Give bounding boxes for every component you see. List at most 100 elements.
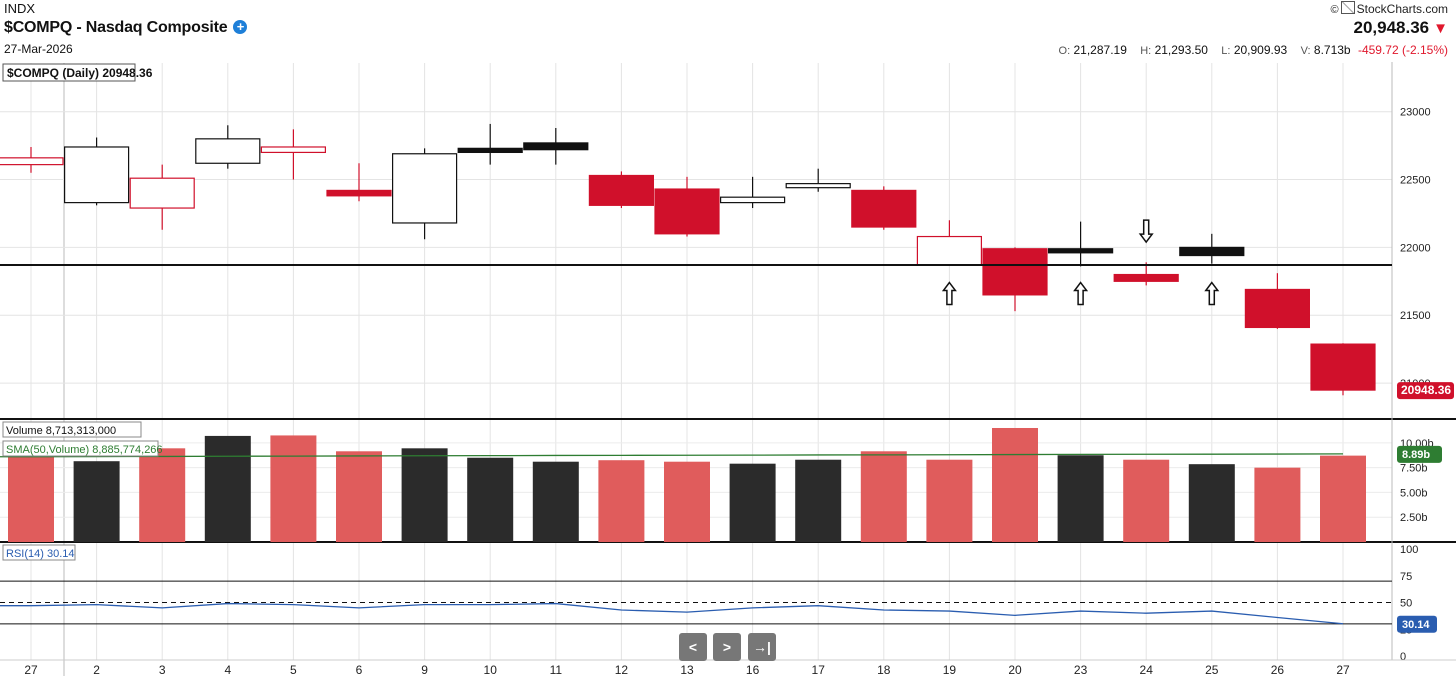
candle-body xyxy=(654,188,720,235)
candle-body xyxy=(916,235,983,266)
candle-body xyxy=(851,189,917,228)
change-value: -459.72 (-2.15%) xyxy=(1357,43,1448,57)
scroll-right-button[interactable]: > xyxy=(713,633,741,661)
price-legend: $COMPQ (Daily) 20948.36 xyxy=(7,66,153,80)
candle-body xyxy=(719,196,786,204)
sma-value-tag xyxy=(1397,445,1442,463)
add-plus-icon[interactable]: + xyxy=(233,20,248,34)
volume-value: 8.713b xyxy=(1313,43,1351,57)
up-arrow-icon xyxy=(1204,281,1220,306)
x-tick-label: 4 xyxy=(224,663,231,677)
volume-bar xyxy=(8,456,54,542)
ohlc-readout: O: 21,287.19 H: 21,293.50 L: 20,909.93 V… xyxy=(1049,43,1448,57)
volume-bar xyxy=(336,451,382,542)
volume-bar xyxy=(401,448,448,542)
candle-body xyxy=(1113,273,1179,282)
candle-body xyxy=(129,177,195,209)
x-tick-label: 18 xyxy=(877,663,891,677)
high-label: H: xyxy=(1140,45,1152,57)
candle-body xyxy=(326,189,392,197)
x-tick-label: 13 xyxy=(680,663,694,677)
chart-header: INDX $COMPQ - Nasdaq Composite + 27-Mar-2… xyxy=(0,0,1456,62)
candle-body xyxy=(1244,288,1311,329)
sma-legend: SMA(50,Volume) 8,885,774,266 xyxy=(6,444,163,456)
sma-value-tag-label: 8.89b xyxy=(1402,449,1430,461)
candle-body xyxy=(982,248,1048,296)
candle-body xyxy=(1179,246,1245,257)
price-tick-label: 22000 xyxy=(1400,242,1431,254)
volume-tick-label: 2.50b xyxy=(1400,512,1428,524)
volume-legend-box xyxy=(2,421,142,438)
last-price-value: 20,948.36 xyxy=(1353,18,1430,37)
symbol-title: $COMPQ - Nasdaq Composite + xyxy=(4,19,248,37)
volume-bar xyxy=(532,461,579,542)
x-tick-label: 25 xyxy=(1205,663,1219,677)
volume-bar xyxy=(1254,467,1301,542)
exchange-label: INDX xyxy=(4,1,36,16)
x-tick-label: 27 xyxy=(1336,663,1350,677)
volume-bar xyxy=(1123,459,1170,542)
x-tick-label: 2 xyxy=(93,663,100,677)
x-tick-label: 23 xyxy=(1074,663,1088,677)
volume-bar xyxy=(926,459,973,542)
rsi-legend: RSI(14) 30.14 xyxy=(6,548,74,560)
volume-tick-label: 5.00b xyxy=(1400,487,1428,499)
volume-bar xyxy=(992,427,1038,542)
last-price-tag xyxy=(1397,382,1454,400)
open-value: 21,287.19 xyxy=(1073,43,1127,57)
volume-legend: Volume 8,713,313,000 xyxy=(6,425,116,437)
chart-date: 27-Mar-2026 xyxy=(4,42,73,56)
rsi-line xyxy=(0,602,1344,625)
last-price-tag-label: 20948.36 xyxy=(1401,383,1451,397)
chart-canvas[interactable]: 230002250022000215002100010.00b7.50b5.00… xyxy=(0,62,1456,679)
down-arrow-icon xyxy=(1138,219,1154,244)
open-label: O: xyxy=(1058,45,1071,57)
x-tick-label: 20 xyxy=(1008,663,1022,677)
brand-logo-icon xyxy=(1340,1,1355,14)
candle-body xyxy=(0,157,64,166)
x-tick-label: 27 xyxy=(24,663,38,677)
volume-tick-label: 7.50b xyxy=(1400,463,1428,475)
candle-body xyxy=(457,147,523,154)
high-value: 21,293.50 xyxy=(1154,43,1208,57)
volume-bar xyxy=(860,451,907,542)
rsi-value-tag-label: 30.14 xyxy=(1402,619,1430,631)
candle-body xyxy=(1310,343,1376,391)
candle-body xyxy=(588,174,655,206)
scroll-end-button[interactable]: →| xyxy=(748,633,776,661)
low-label: L: xyxy=(1221,45,1231,57)
volume-bar xyxy=(598,460,645,542)
brand-name: StockCharts.com xyxy=(1356,2,1448,16)
up-arrow-icon xyxy=(941,281,957,306)
x-tick-label: 16 xyxy=(746,663,760,677)
volume-bar xyxy=(1188,464,1235,542)
price-tick-label: 21500 xyxy=(1400,310,1431,322)
rsi-tick-label: 0 xyxy=(1400,651,1406,663)
volume-bar xyxy=(73,461,120,542)
x-tick-label: 9 xyxy=(421,663,428,677)
volume-bar xyxy=(139,448,186,542)
rsi-tick-label: 50 xyxy=(1400,598,1412,610)
copyright-icon: © xyxy=(1330,4,1339,16)
price-legend-box xyxy=(2,63,136,82)
volume-bar xyxy=(795,459,842,542)
scroll-left-button[interactable]: < xyxy=(679,633,707,661)
x-tick-label: 5 xyxy=(290,663,297,677)
price-tick-label: 22500 xyxy=(1400,175,1431,187)
candle-body xyxy=(63,146,130,204)
rsi-value-tag xyxy=(1397,615,1437,633)
volume-bar xyxy=(270,435,317,542)
volume-bar xyxy=(1320,455,1366,542)
rsi-tick-label: 100 xyxy=(1400,544,1418,556)
candle-body xyxy=(260,146,326,154)
sma-legend-box xyxy=(2,440,159,457)
rsi-legend-box xyxy=(2,544,76,561)
up-arrow-icon xyxy=(1073,281,1089,306)
volume-bar xyxy=(204,435,251,542)
sma-line xyxy=(0,453,1344,458)
x-tick-label: 19 xyxy=(943,663,957,677)
volume-bar xyxy=(1057,455,1104,542)
volume-bar xyxy=(729,463,776,542)
x-tick-label: 26 xyxy=(1271,663,1285,677)
candle-body xyxy=(392,153,458,224)
